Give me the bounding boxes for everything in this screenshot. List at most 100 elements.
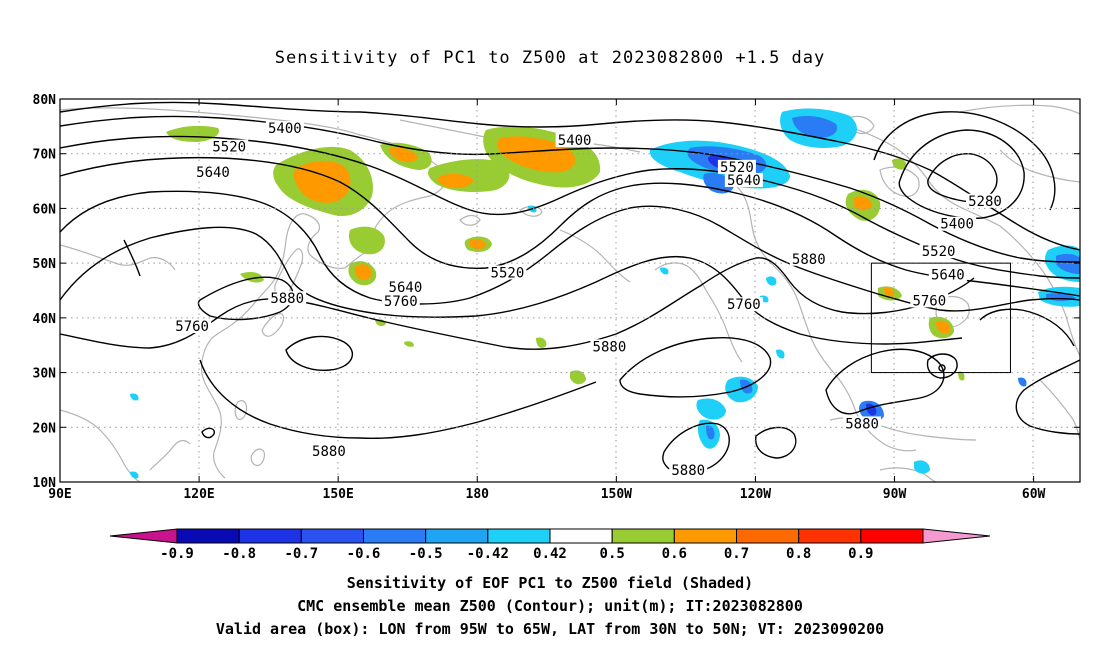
contour-label: 5520 — [212, 140, 246, 156]
contour-label-bg — [724, 172, 763, 187]
colorbar — [109, 528, 991, 544]
lat-tick-label: 40N — [33, 312, 57, 327]
contour-label-bg — [724, 297, 763, 312]
contour-label: 5280 — [968, 194, 1002, 210]
lat-tick-label: 20N — [33, 421, 57, 436]
lat-tick-label: 50N — [33, 257, 57, 272]
contour-label-bg — [194, 164, 232, 179]
contour-label: 5520 — [720, 160, 754, 176]
contour-label: 5640 — [931, 268, 965, 284]
caption-valid-area: Valid area (box): LON from 95W to 65W, L… — [215, 620, 885, 638]
contour-label: 5520 — [922, 244, 956, 260]
colorbar-label: 0.5 — [600, 546, 625, 562]
contour-label: 5760 — [384, 294, 418, 310]
axis-ticks — [59, 98, 1080, 483]
contour-label-bg — [265, 120, 304, 135]
colorbar-segment — [425, 528, 489, 544]
lat-tick-label: 30N — [33, 367, 57, 382]
colorbar-under-triangle — [109, 528, 178, 544]
colorbar-segment — [736, 528, 800, 544]
contour-label-bg — [965, 193, 1004, 208]
contour-label-bg — [919, 244, 958, 259]
contour-label-bg — [381, 293, 420, 308]
contour-label-bg — [555, 133, 594, 148]
colorbar-labels: -0.9 -0.8 -0.7 -0.6 -0.5 -0.42 0.42 0.5 0.6 0.7 0.… — [160, 546, 873, 562]
colorbar-label: 0.8 — [786, 546, 811, 562]
lat-tick-label: 80N — [33, 93, 57, 108]
contour-label-bg — [928, 267, 967, 282]
lon-tick-label: 180 — [466, 487, 490, 502]
colorbar-label: -0.6 — [347, 546, 381, 562]
contour-labels: 5400552056405400552056405280540055205640… — [173, 121, 1004, 479]
contour-label: 5400 — [268, 121, 302, 137]
contour-label: 5400 — [940, 217, 974, 233]
contour-label: 5880 — [593, 339, 627, 355]
lat-tick-label: 60N — [33, 202, 57, 217]
contour-label-bg — [789, 251, 828, 266]
colorbar-label: -0.5 — [409, 546, 443, 562]
contour-label: 5880 — [312, 444, 346, 460]
colorbar-label: 0.9 — [848, 546, 873, 562]
colorbar-label: 0.6 — [662, 546, 687, 562]
contour-label: 5880 — [270, 291, 304, 307]
contour-label-bg — [910, 293, 949, 308]
contour-label-bg — [938, 216, 977, 231]
graticule — [60, 99, 1080, 482]
colorbar-label: -0.7 — [284, 546, 318, 562]
colorbar-label: 0.7 — [724, 546, 749, 562]
lon-tick-label: 120W — [740, 487, 771, 502]
colorbar-segment — [673, 528, 737, 544]
contour-label: 5640 — [389, 280, 423, 296]
contour-label: 5880 — [671, 463, 705, 479]
colorbar-segment — [300, 528, 365, 544]
colorbar-over-triangle — [922, 528, 991, 544]
colorbar-label: -0.8 — [222, 546, 256, 562]
page-title: Sensitivity of PC1 to Z500 at 2023082800… — [274, 48, 826, 68]
contour-label: 5760 — [175, 319, 209, 335]
colorbar-segment — [487, 528, 551, 544]
contour-label-bg — [386, 280, 425, 295]
contour-label: 5400 — [558, 133, 592, 149]
colorbar-segment — [549, 528, 613, 544]
lon-tick-labels: 90E 120E 150E 180 150W 120W 90W 60W — [48, 487, 1045, 502]
contour-label-bg — [268, 291, 307, 306]
lat-tick-labels: 80N 70N 60N 50N 40N 30N 20N 10N — [33, 93, 57, 491]
contour-label-bg — [717, 159, 756, 174]
colorbar-label: 0.42 — [533, 546, 567, 562]
contour-label: 5760 — [727, 297, 761, 313]
lon-tick-label: 150W — [601, 487, 632, 502]
caption-shaded: Sensitivity of EOF PC1 to Z500 field (Sh… — [346, 574, 754, 592]
colorbar-segment — [176, 528, 240, 544]
lon-tick-label: 120E — [183, 487, 214, 502]
contour-label: 5640 — [196, 165, 230, 181]
contour-label: 5520 — [491, 265, 525, 281]
contour-label-bg — [669, 462, 708, 477]
colorbar-segment — [798, 528, 862, 544]
contour-label: 5760 — [912, 293, 946, 309]
valid-area-box — [870, 262, 1011, 374]
lon-tick-label: 60W — [1022, 487, 1046, 502]
map-panel: 5400552056405400552056405280540055205640… — [60, 99, 1080, 482]
contour-label-bg — [488, 265, 527, 280]
colorbar-label: -0.42 — [467, 546, 509, 562]
contour-label: 5880 — [845, 416, 879, 432]
contour-label: 5880 — [792, 252, 826, 268]
contour-label-bg — [173, 319, 212, 334]
lon-tick-label: 90W — [883, 487, 907, 502]
colorbar-label: -0.9 — [160, 546, 194, 562]
colorbar-segment — [238, 528, 302, 544]
contour-label-bg — [210, 139, 249, 154]
caption-contour: CMC ensemble mean Z500 (Contour); unit(m… — [297, 597, 803, 615]
contour-label-bg — [843, 416, 882, 431]
contour-label-bg — [309, 443, 348, 458]
colorbar-segment — [611, 528, 675, 544]
lat-tick-label: 10N — [33, 476, 57, 491]
lon-tick-label: 90E — [48, 487, 71, 502]
lon-tick-label: 150E — [323, 487, 354, 502]
colorbar-segment — [363, 528, 427, 544]
contour-label: 5640 — [727, 173, 761, 189]
positive-sensitivity-shading — [166, 125, 965, 385]
colorbar-segment — [860, 528, 924, 544]
lat-tick-label: 70N — [33, 148, 57, 163]
